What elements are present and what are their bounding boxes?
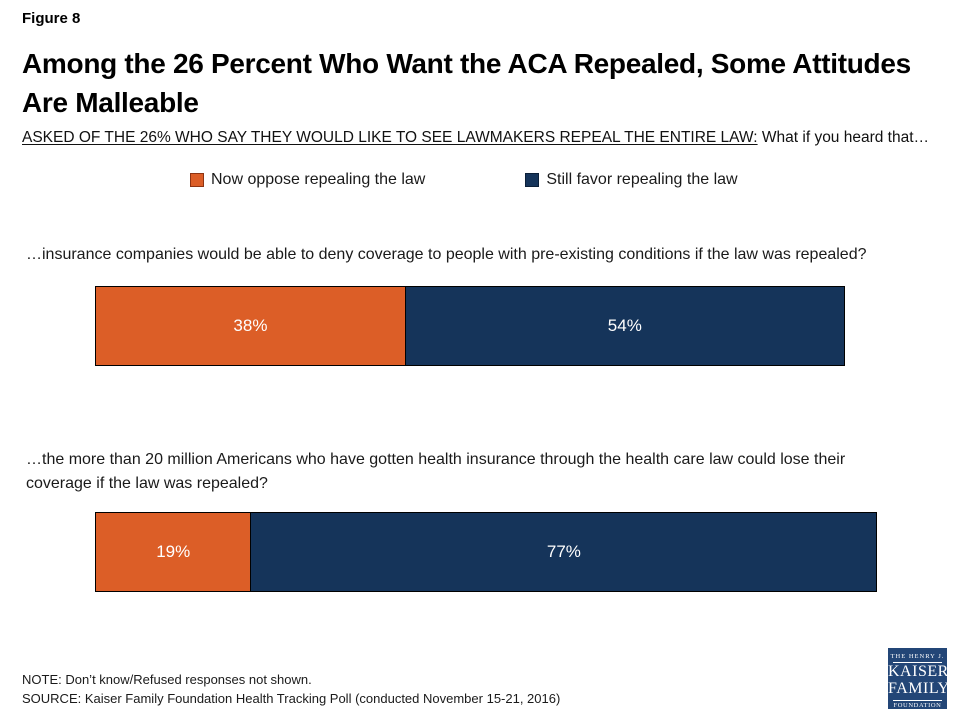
legend-swatch-favor-icon [525, 173, 540, 187]
logo-rule-bottom [893, 699, 942, 701]
legend-label-favor: Still favor repealing the law [546, 171, 738, 188]
logo-rule-top [893, 662, 942, 663]
logo-line-henry: THE HENRY J. [890, 653, 945, 660]
subtitle-rest: What if you heard that… [757, 129, 930, 146]
bar-2-oppose-value: 19% [156, 542, 191, 561]
legend-item-oppose: Now oppose repealing the law [190, 171, 425, 189]
bar-2-segment-favor: 77% [250, 513, 877, 591]
logo-line-foundation: FOUNDATION [893, 701, 942, 709]
bar-row: 38% 54% [95, 286, 910, 366]
stacked-bar-1: 38% 54% [95, 286, 845, 366]
bar-1-segment-favor: 54% [404, 287, 844, 365]
legend-label-oppose: Now oppose repealing the law [211, 171, 426, 188]
subtitle: ASKED OF THE 26% WHO SAY THEY WOULD LIKE… [22, 129, 929, 147]
bar-row: 19% 77% [95, 512, 910, 592]
legend-item-favor: Still favor repealing the law [525, 171, 738, 189]
page-title: Among the 26 Percent Who Want the ACA Re… [22, 48, 911, 119]
logo-line-family: FAMILY [888, 679, 950, 697]
bar-1-segment-oppose: 38% [96, 287, 405, 365]
bar-2-segment-oppose: 19% [96, 513, 251, 591]
source-text: SOURCE: Kaiser Family Foundation Health … [22, 691, 561, 706]
stacked-bar-2: 19% 77% [95, 512, 878, 592]
bar-1-favor-value: 54% [607, 316, 642, 335]
bar-2-favor-value: 77% [546, 542, 581, 561]
bar-1-oppose-value: 38% [233, 316, 268, 335]
question-2: …the more than 20 million Americans who … [26, 451, 846, 492]
question-1: …insurance companies would be able to de… [26, 246, 867, 263]
legend: Now oppose repealing the law Still favor… [190, 171, 738, 189]
subtitle-underlined: ASKED OF THE 26% WHO SAY THEY WOULD LIKE… [22, 129, 758, 146]
figure-label: Figure 8 [22, 10, 81, 27]
kaiser-family-foundation-logo: THE HENRY J. KAISER FAMILY FOUNDATION [888, 648, 950, 709]
legend-swatch-oppose-icon [190, 173, 204, 187]
logo-line-kaiser: KAISER [888, 663, 949, 680]
note-text: NOTE: Don’t know/Refused responses not s… [22, 672, 312, 687]
